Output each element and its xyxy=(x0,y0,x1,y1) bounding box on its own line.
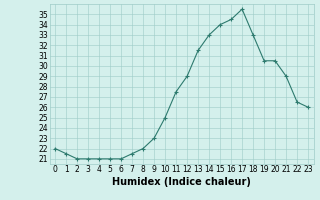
X-axis label: Humidex (Indice chaleur): Humidex (Indice chaleur) xyxy=(112,177,251,187)
